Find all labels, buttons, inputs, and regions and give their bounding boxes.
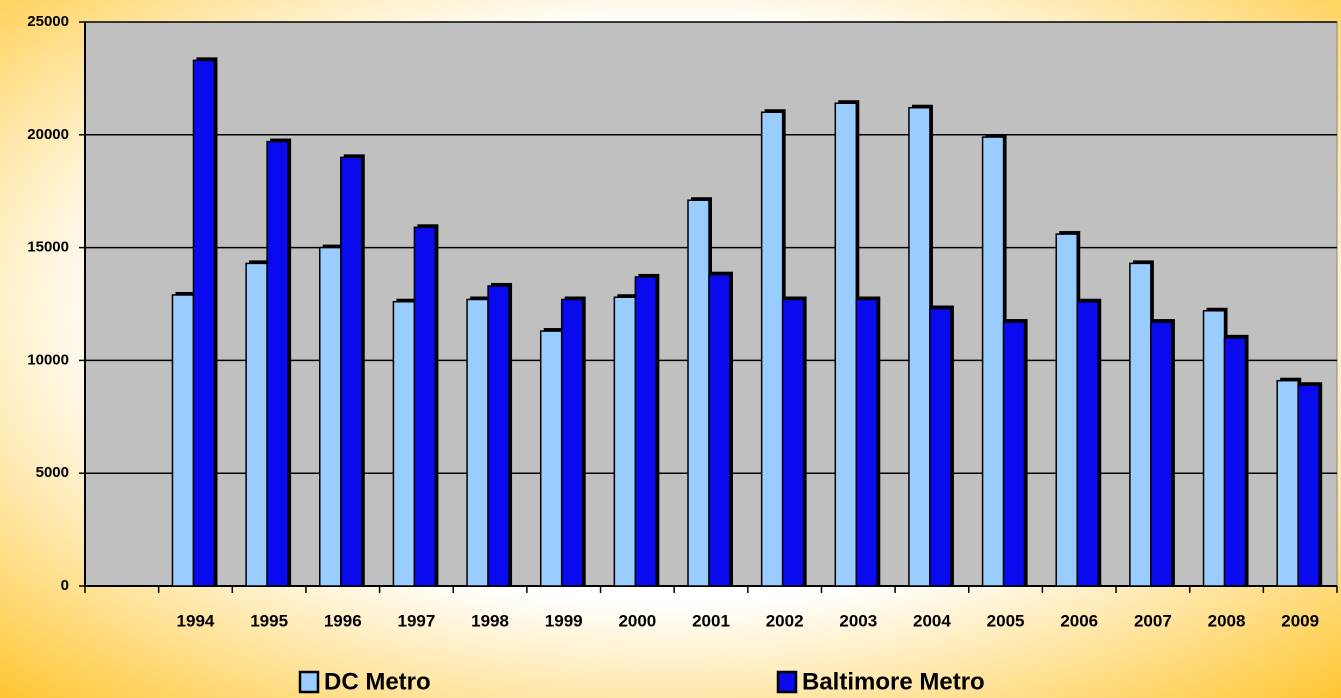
bar xyxy=(539,330,563,587)
x-tick-label: 2003 xyxy=(839,611,877,630)
x-tick-label: 1997 xyxy=(397,611,435,630)
bar xyxy=(613,296,637,587)
bar xyxy=(929,307,952,587)
bar xyxy=(192,59,216,587)
bar xyxy=(1002,321,1026,587)
bar xyxy=(245,262,268,587)
legend-swatch xyxy=(298,670,320,694)
y-tick-label: 0 xyxy=(61,577,69,594)
bar xyxy=(560,298,584,587)
bar xyxy=(634,276,658,587)
x-tick-label: 2004 xyxy=(913,611,951,630)
x-tick-label: 2002 xyxy=(766,611,804,630)
x-tick-label: 1995 xyxy=(250,611,288,630)
bar xyxy=(319,246,342,587)
bar xyxy=(1223,337,1247,587)
bar xyxy=(171,294,195,587)
bar xyxy=(855,298,879,587)
x-tick-label: 2007 xyxy=(1134,611,1172,630)
y-tick-label: 25000 xyxy=(27,13,69,30)
x-tick-label: 1996 xyxy=(324,611,362,630)
bar xyxy=(687,199,710,587)
y-tick-label: 5000 xyxy=(36,464,69,481)
bar xyxy=(1055,233,1078,587)
bar xyxy=(266,140,289,587)
legend-label: Baltimore Metro xyxy=(802,668,985,695)
bar xyxy=(487,285,510,587)
x-tick-label: 2000 xyxy=(618,611,656,630)
y-tick-label: 20000 xyxy=(27,126,69,143)
bar xyxy=(834,102,858,587)
x-tick-label: 2009 xyxy=(1281,611,1319,630)
bar xyxy=(760,111,784,587)
bar xyxy=(708,273,731,587)
bar xyxy=(1202,310,1226,587)
bar xyxy=(1129,262,1152,587)
bar xyxy=(908,106,931,587)
x-tick-label: 2001 xyxy=(692,611,730,630)
bar xyxy=(981,136,1005,587)
bar xyxy=(392,300,416,587)
bar xyxy=(1076,300,1099,587)
legend-label: DC Metro xyxy=(324,668,431,695)
x-tick-label: 2008 xyxy=(1208,611,1246,630)
bar xyxy=(1276,379,1299,587)
x-tick-label: 1994 xyxy=(177,611,215,630)
bar xyxy=(340,156,363,587)
bar xyxy=(1297,384,1320,587)
bar xyxy=(1150,321,1173,587)
x-tick-label: 1998 xyxy=(471,611,509,630)
x-tick-label: 2006 xyxy=(1060,611,1098,630)
x-tick-label: 1999 xyxy=(545,611,583,630)
x-tick-label: 2005 xyxy=(987,611,1025,630)
y-tick-label: 15000 xyxy=(27,239,69,256)
bar xyxy=(466,298,489,587)
bar xyxy=(413,226,437,587)
legend-swatch xyxy=(776,670,798,694)
bar xyxy=(781,298,805,587)
y-tick-label: 10000 xyxy=(27,351,69,368)
